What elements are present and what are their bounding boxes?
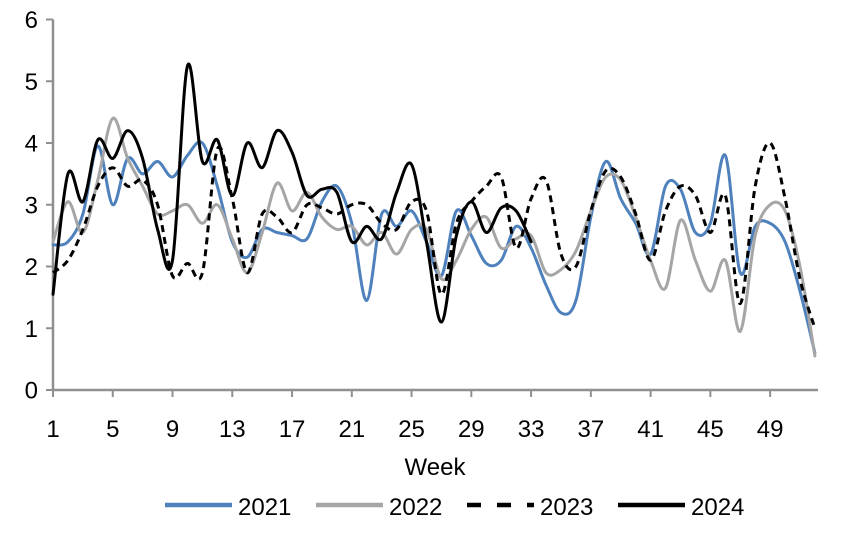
x-tick-label: 13 bbox=[219, 416, 246, 443]
legend-label-2024: 2024 bbox=[691, 494, 744, 521]
y-tick-label: 1 bbox=[25, 316, 38, 343]
y-tick-label: 0 bbox=[25, 378, 38, 405]
x-tick-label: 17 bbox=[279, 416, 306, 443]
x-tick-label: 37 bbox=[577, 416, 604, 443]
x-tick-label: 1 bbox=[46, 416, 59, 443]
series-line-2023 bbox=[52, 141, 817, 329]
x-tick-label: 29 bbox=[458, 416, 485, 443]
x-tick-label: 49 bbox=[757, 416, 784, 443]
x-tick-label: 33 bbox=[518, 416, 545, 443]
x-tick-label: 25 bbox=[398, 416, 425, 443]
y-tick-label: 4 bbox=[25, 131, 38, 158]
legend-label-2022: 2022 bbox=[389, 494, 442, 521]
x-tick-label: 5 bbox=[106, 416, 119, 443]
y-tick-label: 5 bbox=[25, 69, 38, 96]
x-axis-title: Week bbox=[405, 454, 467, 481]
x-tick-label: 21 bbox=[338, 416, 365, 443]
legend-label-2023: 2023 bbox=[540, 494, 593, 521]
series-line-2022 bbox=[51, 116, 817, 358]
series-line-2024 bbox=[51, 62, 533, 324]
x-tick-label: 45 bbox=[697, 416, 724, 443]
y-tick-label: 3 bbox=[25, 192, 38, 219]
y-tick-label: 2 bbox=[25, 254, 38, 281]
x-tick-label: 9 bbox=[166, 416, 179, 443]
legend-label-2021: 2021 bbox=[238, 494, 291, 521]
y-tick-label: 6 bbox=[25, 7, 38, 34]
x-tick-label: 41 bbox=[637, 416, 664, 443]
series-line-2021 bbox=[51, 140, 817, 355]
